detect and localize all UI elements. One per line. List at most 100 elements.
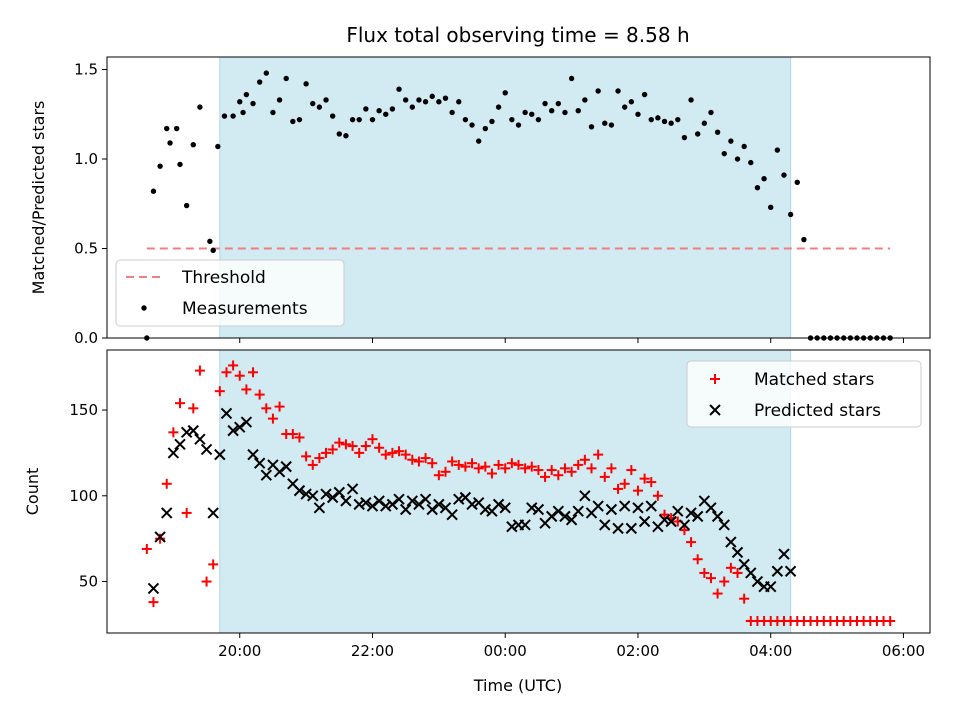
data-point [469, 122, 475, 128]
data-point [394, 446, 405, 457]
data-point [234, 421, 246, 433]
data-point [250, 100, 256, 107]
data-point [625, 522, 638, 535]
y-tick-label: 1.0 [74, 150, 98, 168]
data-point [183, 202, 190, 209]
data-point [161, 478, 172, 489]
data-point [294, 432, 305, 443]
legend-measurements-label: Measurements [182, 299, 308, 319]
data-point [628, 99, 635, 105]
marker-stroke [433, 498, 445, 511]
data-point [420, 453, 431, 464]
data-point [519, 519, 531, 531]
marker-stroke [499, 502, 511, 514]
data-point [429, 93, 435, 100]
data-point [725, 536, 737, 548]
data-point [605, 503, 618, 516]
data-point [533, 465, 544, 476]
marker-stroke [333, 486, 346, 499]
data-point [360, 441, 371, 452]
marker-stroke [307, 490, 319, 502]
data-point [705, 573, 716, 584]
marker-stroke [731, 546, 744, 559]
data-point [592, 500, 604, 512]
x-tick-label: 06:00 [882, 642, 925, 660]
marker-stroke [565, 514, 578, 526]
legend-box [115, 259, 345, 327]
data-point [150, 188, 157, 194]
marker-stroke [446, 508, 458, 521]
data-point [784, 565, 797, 577]
data-point [486, 468, 497, 479]
data-point [506, 458, 517, 469]
marker-stroke [300, 488, 312, 500]
data-point [161, 507, 173, 519]
data-point [599, 519, 611, 531]
data-point [573, 459, 584, 470]
marker-stroke [492, 498, 505, 511]
data-point [565, 514, 578, 526]
data-point [559, 510, 571, 523]
data-point [648, 116, 654, 123]
data-point [719, 576, 730, 587]
axes-frame [106, 349, 931, 634]
data-point [708, 109, 714, 116]
data-point [732, 567, 743, 578]
data-point [296, 116, 303, 123]
data-point [208, 559, 219, 570]
data-point [260, 469, 272, 481]
data-point [513, 459, 524, 470]
data-point [475, 138, 482, 144]
marker-stroke [187, 424, 199, 437]
data-point [175, 398, 186, 409]
data-point [447, 456, 458, 467]
legend-predicted-swatch [709, 404, 721, 416]
data-point [688, 97, 694, 103]
data-point [360, 496, 372, 509]
data-point [413, 456, 424, 467]
x-tick-label: 02:00 [616, 642, 659, 660]
data-point [529, 111, 535, 117]
data-point [301, 451, 312, 462]
data-point [376, 107, 382, 114]
data-point [326, 491, 339, 504]
data-point [396, 86, 402, 92]
data-point [692, 554, 703, 565]
data-point [768, 204, 774, 211]
data-point [241, 384, 252, 395]
data-point [194, 433, 206, 445]
marker-stroke [227, 424, 239, 437]
data-point [314, 453, 325, 464]
data-point [734, 156, 741, 162]
data-point [575, 107, 581, 114]
data-point [699, 567, 710, 578]
data-point [542, 100, 548, 107]
data-point [340, 439, 351, 450]
data-point [754, 184, 761, 191]
data-point [502, 90, 508, 96]
marker-stroke [360, 496, 372, 509]
data-point [572, 505, 584, 517]
data-point [280, 460, 292, 473]
data-point [416, 97, 422, 103]
data-point [638, 515, 651, 528]
data-point [168, 427, 179, 438]
data-point [741, 143, 747, 150]
marker-stroke [751, 575, 764, 588]
marker-stroke [658, 514, 671, 526]
marker-stroke [459, 491, 472, 504]
data-point [363, 106, 369, 112]
data-point [320, 488, 332, 500]
data-point [540, 471, 551, 482]
data-point [201, 576, 212, 587]
data-point [276, 97, 283, 103]
data-point [582, 97, 588, 103]
data-point [559, 463, 570, 474]
data-point [349, 116, 356, 123]
marker-stroke [519, 519, 531, 531]
data-point [500, 463, 511, 474]
data-point [307, 490, 319, 502]
data-point [586, 463, 597, 474]
data-point [334, 437, 345, 448]
data-point [602, 120, 608, 126]
